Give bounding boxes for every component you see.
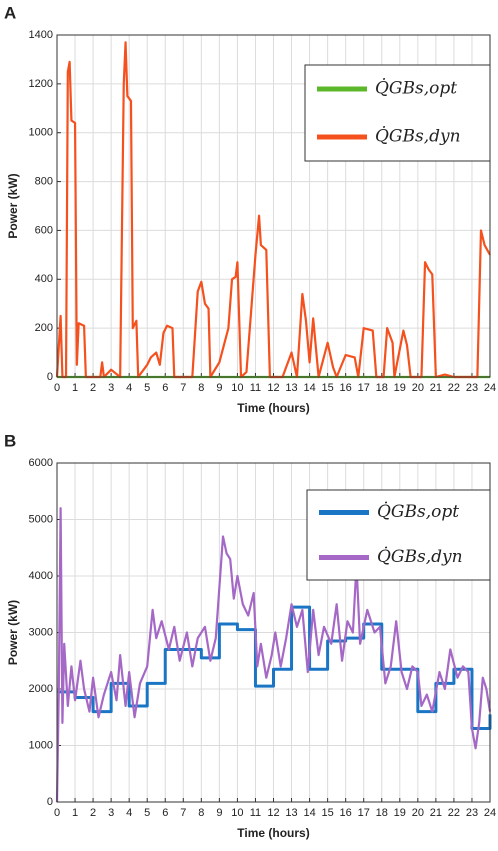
x-tick-label: 13 xyxy=(285,807,297,819)
x-tick-label: 22 xyxy=(448,807,460,819)
x-tick-label: 12 xyxy=(267,807,279,819)
y-axis-label: Power (kW) xyxy=(6,600,20,665)
x-tick-label: 4 xyxy=(126,807,132,819)
x-tick-label: 24 xyxy=(484,807,496,819)
legend-label: Q̇GBs,dyn xyxy=(377,547,463,567)
x-tick-label: 10 xyxy=(231,382,243,394)
x-tick-label: 21 xyxy=(430,807,442,819)
legend: Q̇GBs,opt Q̇GBs,dyn xyxy=(306,489,491,581)
y-tick-label: 400 xyxy=(35,273,53,285)
x-tick-label: 21 xyxy=(430,382,442,394)
x-tick-label: 6 xyxy=(162,807,168,819)
y-tick-label: 600 xyxy=(35,224,53,236)
x-axis-label: Time (hours) xyxy=(237,826,309,840)
x-tick-label: 9 xyxy=(216,807,222,819)
x-tick-label: 1 xyxy=(72,807,78,819)
x-tick-label: 17 xyxy=(358,382,370,394)
legend-label: Q̇GBs,dyn xyxy=(375,126,461,146)
x-tick-label: 14 xyxy=(303,807,315,819)
x-tick-label: 0 xyxy=(54,382,60,394)
x-tick-label: 20 xyxy=(412,807,424,819)
legend-box xyxy=(306,489,491,581)
x-tick-label: 22 xyxy=(448,382,460,394)
x-tick-label: 8 xyxy=(198,382,204,394)
x-tick-label: 2 xyxy=(90,807,96,819)
x-tick-label: 1 xyxy=(72,382,78,394)
x-tick-label: 19 xyxy=(394,807,406,819)
x-tick-label: 0 xyxy=(54,807,60,819)
x-tick-label: 20 xyxy=(412,382,424,394)
y-tick-label: 0 xyxy=(47,371,53,383)
x-tick-label: 3 xyxy=(108,807,114,819)
x-tick-label: 7 xyxy=(180,807,186,819)
legend-box xyxy=(304,64,491,162)
x-tick-label: 11 xyxy=(250,382,261,394)
x-tick-label: 11 xyxy=(250,807,261,819)
x-tick-label: 23 xyxy=(466,807,478,819)
y-tick-label: 1000 xyxy=(29,739,53,751)
y-tick-label: 6000 xyxy=(29,457,53,469)
x-tick-label: 3 xyxy=(108,382,114,394)
x-tick-label: 16 xyxy=(340,382,352,394)
y-tick-label: 200 xyxy=(35,322,53,334)
plot-frame xyxy=(56,462,491,803)
y-tick-label: 1400 xyxy=(29,29,53,41)
y-tick-label: 800 xyxy=(35,175,53,187)
legend: Q̇GBs,opt Q̇GBs,dyn xyxy=(304,64,491,162)
x-tick-label: 13 xyxy=(285,382,297,394)
x-tick-label: 15 xyxy=(322,382,334,394)
x-tick-label: 2 xyxy=(90,382,96,394)
x-tick-label: 6 xyxy=(162,382,168,394)
x-tick-label: 10 xyxy=(231,807,243,819)
y-tick-label: 2000 xyxy=(29,683,53,695)
data-line xyxy=(55,507,492,803)
x-tick-label: 17 xyxy=(358,807,370,819)
panel-label: B xyxy=(4,431,16,450)
legend-label: Q̇GBs,opt xyxy=(377,502,459,522)
y-tick-label: 1000 xyxy=(29,127,53,139)
x-tick-label: 14 xyxy=(303,382,315,394)
x-tick-label: 5 xyxy=(144,807,150,819)
x-tick-label: 7 xyxy=(180,382,186,394)
x-tick-label: 4 xyxy=(126,382,132,394)
plot-frame xyxy=(56,34,491,378)
legend-label: Q̇GBs,opt xyxy=(375,78,457,98)
y-axis-label: Power (kW) xyxy=(6,173,20,238)
x-tick-label: 24 xyxy=(484,382,496,394)
x-tick-label: 19 xyxy=(394,382,406,394)
x-tick-label: 12 xyxy=(267,382,279,394)
x-tick-label: 16 xyxy=(340,807,352,819)
y-tick-label: 0 xyxy=(47,796,53,808)
y-tick-label: 3000 xyxy=(29,626,53,638)
x-axis-label: Time (hours) xyxy=(237,401,309,415)
panel-label: A xyxy=(4,3,16,22)
x-tick-label: 8 xyxy=(198,807,204,819)
x-tick-label: 15 xyxy=(322,807,334,819)
y-tick-label: 1200 xyxy=(29,78,53,90)
x-tick-label: 5 xyxy=(144,382,150,394)
y-tick-label: 5000 xyxy=(29,513,53,525)
data-line xyxy=(57,605,492,731)
x-tick-label: 9 xyxy=(216,382,222,394)
x-tick-label: 18 xyxy=(376,382,388,394)
y-tick-label: 4000 xyxy=(29,570,53,582)
x-tick-label: 18 xyxy=(376,807,388,819)
data-line xyxy=(55,41,491,379)
x-tick-label: 23 xyxy=(466,382,478,394)
